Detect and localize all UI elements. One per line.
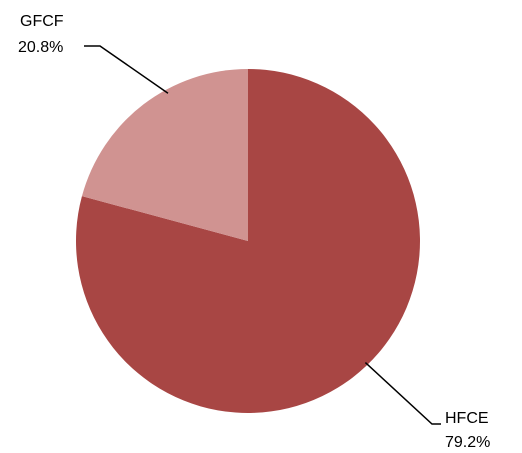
slice-label-gfcf-percent: 20.8% <box>18 39 63 56</box>
slice-labels: GFCF 20.8% HFCE 79.2% <box>18 13 490 451</box>
pie-slice-hfce <box>76 69 420 414</box>
pie-slice-gfcf <box>81 69 248 241</box>
leader-line-hfce <box>364 362 441 425</box>
pie-slices <box>76 69 420 414</box>
leader-lines <box>84 45 441 425</box>
slice-label-hfce-percent: 79.2% <box>445 434 490 451</box>
slice-label-hfce-name: HFCE <box>445 410 489 427</box>
slice-label-gfcf-name: GFCF <box>20 13 64 30</box>
leader-line-gfcf <box>84 45 169 94</box>
